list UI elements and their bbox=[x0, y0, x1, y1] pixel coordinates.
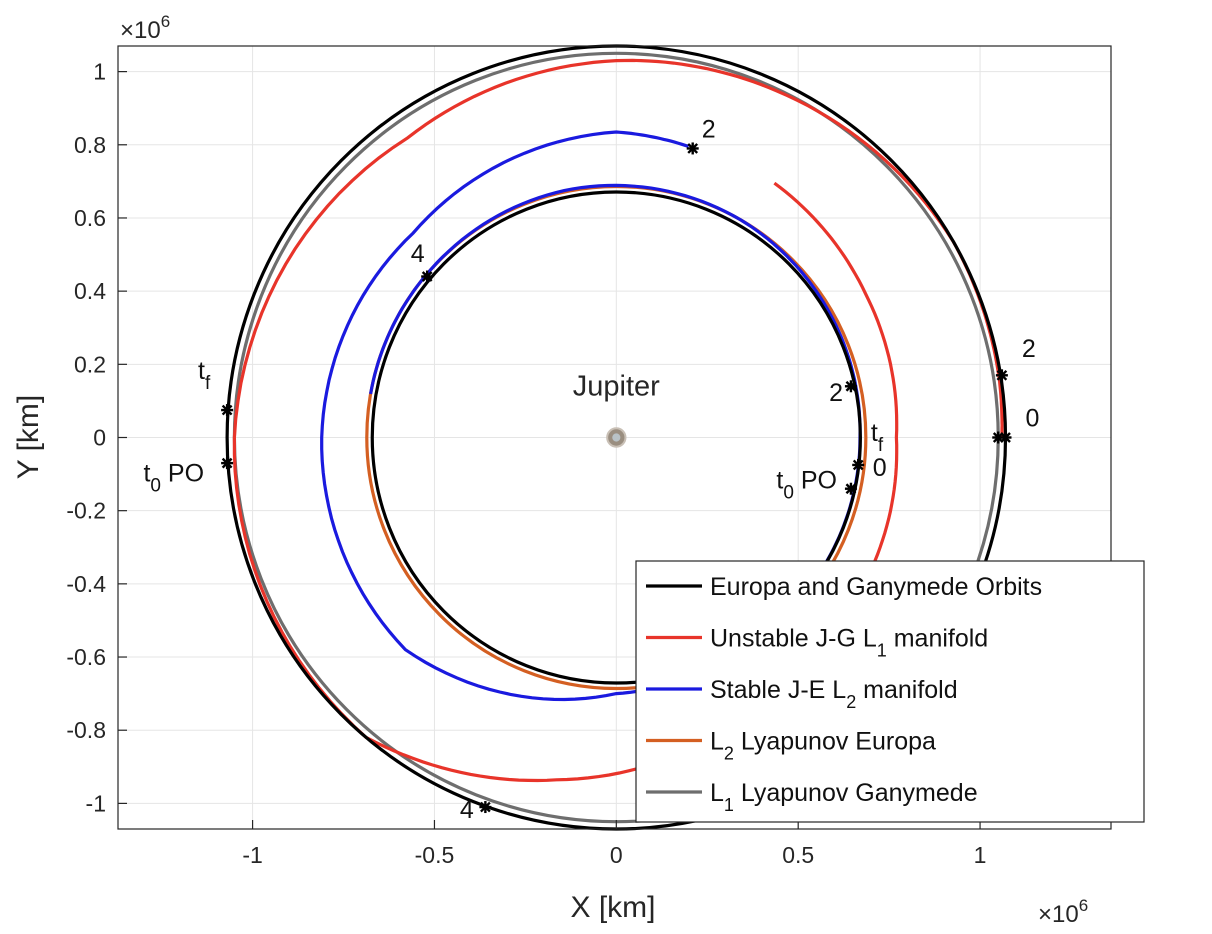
point-annotation: 0 bbox=[1026, 405, 1040, 433]
y-axis-label: Y [km] bbox=[12, 395, 45, 479]
y-tick-label: -0.6 bbox=[66, 644, 106, 670]
event-marker bbox=[999, 431, 1012, 444]
x-tick-label: 0.5 bbox=[782, 842, 814, 868]
y-tick-label: -0.8 bbox=[66, 717, 106, 743]
manifold-curve bbox=[232, 58, 1004, 783]
x-tick-label: 1 bbox=[974, 842, 987, 868]
x-tick-label: -1 bbox=[242, 842, 262, 868]
event-marker bbox=[479, 801, 492, 814]
event-marker bbox=[995, 369, 1008, 382]
legend-label: Europa and Ganymede Orbits bbox=[710, 573, 1042, 601]
event-marker bbox=[421, 270, 434, 283]
event-marker bbox=[686, 142, 699, 155]
grid bbox=[118, 46, 1111, 829]
y-tick-label: 0.8 bbox=[74, 132, 106, 158]
event-marker bbox=[844, 482, 857, 495]
point-annotation: 4 bbox=[460, 796, 474, 824]
event-marker bbox=[221, 404, 234, 417]
point-annotation: 2 bbox=[829, 379, 843, 407]
marker-layer bbox=[221, 142, 1012, 814]
annotation-layer: 2 2 0 2 0 4 4 tf t0 PO tf t0 PO bbox=[143, 115, 1039, 824]
y-tick-label: 0.4 bbox=[74, 278, 106, 304]
y-tick-label: -0.2 bbox=[66, 498, 106, 524]
y-tick-label: 0 bbox=[93, 425, 106, 451]
point-annotation: 4 bbox=[411, 240, 425, 268]
x-exponent-power: 6 bbox=[1079, 896, 1088, 915]
point-annotation: t0 PO bbox=[776, 467, 837, 504]
legend-label: L1 Lyapunov Ganymede bbox=[710, 779, 978, 815]
point-annotation: 0 bbox=[873, 454, 887, 482]
y-tick-label: -0.4 bbox=[66, 571, 106, 597]
y-tick-label: 0.2 bbox=[74, 351, 106, 377]
legend-label: L2 Lyapunov Europa bbox=[710, 728, 936, 764]
jupiter-label: Jupiter bbox=[573, 370, 660, 402]
event-marker bbox=[852, 458, 865, 471]
point-annotation: 2 bbox=[1022, 335, 1036, 363]
x-axis-label: X [km] bbox=[570, 891, 655, 924]
legend-label: Unstable J-G L1 manifold bbox=[710, 625, 988, 661]
y-tick-label: 1 bbox=[93, 59, 106, 85]
event-marker bbox=[844, 380, 857, 393]
x-exponent-base: ×10 bbox=[1038, 901, 1079, 928]
moon-orbit bbox=[370, 190, 862, 685]
x-tick-label: -0.5 bbox=[415, 842, 455, 868]
jupiter-highlight bbox=[612, 433, 621, 442]
point-annotation: tf bbox=[871, 419, 884, 456]
y-tick-label: -1 bbox=[86, 790, 106, 816]
x-exponent: ×106 bbox=[1038, 896, 1088, 928]
event-marker bbox=[221, 457, 234, 470]
legend: Europa and Ganymede Orbits Unstable J-G L… bbox=[635, 560, 1145, 823]
y-exponent: ×106 bbox=[120, 12, 170, 44]
point-annotation: t0 PO bbox=[143, 459, 204, 496]
y-exponent-power: 6 bbox=[161, 12, 170, 31]
jupiter-body: Jupiter bbox=[573, 370, 660, 448]
legend-box bbox=[635, 560, 1145, 823]
y-exponent-base: ×10 bbox=[120, 17, 161, 44]
tick-layer: -1 -0.5 0 0.5 1 -1 -0.8 -0.6 -0.4 -0.2 0 0.2 0.4 0.6 0… bbox=[66, 59, 986, 868]
point-annotation: 2 bbox=[702, 115, 716, 143]
y-tick-label: 0.6 bbox=[74, 205, 106, 231]
x-tick-label: 0 bbox=[610, 842, 623, 868]
legend-label: Stable J-E L2 manifold bbox=[710, 676, 958, 712]
point-annotation: tf bbox=[198, 357, 211, 394]
